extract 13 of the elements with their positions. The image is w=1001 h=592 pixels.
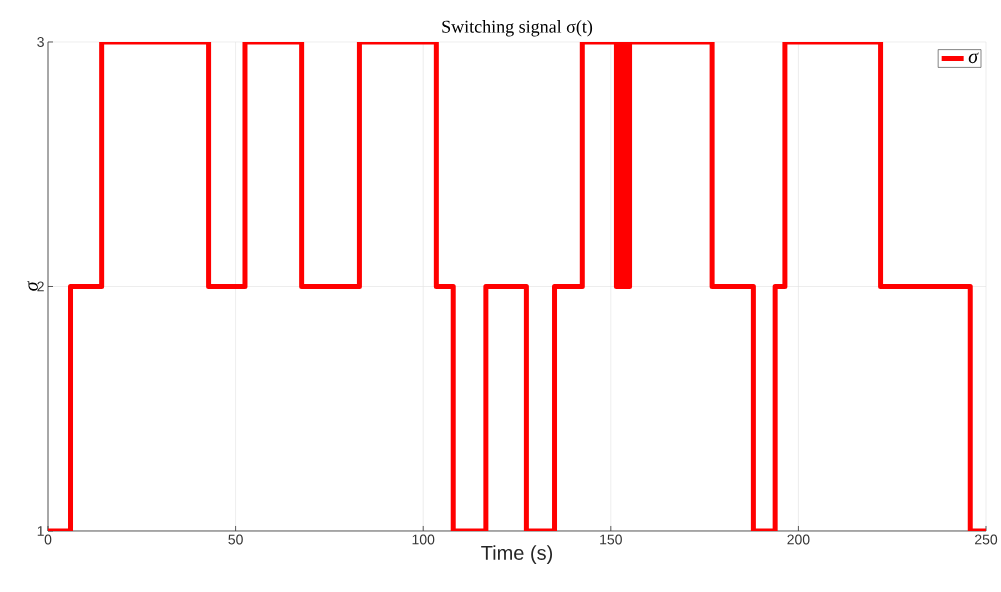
x-tick-label: 0 [44,534,52,545]
y-tick-label: 3 [37,37,44,47]
chart-title: Switching signal σ(t) [442,20,593,37]
y-tick-label: 2 [37,281,44,292]
x-tick-label: 200 [787,534,810,545]
legend-label: σ [968,52,979,64]
x-tick-label: 250 [975,534,998,545]
y-axis-title: σ [27,280,38,291]
x-tick-label: 50 [228,534,243,545]
x-axis-title: Time (s) [481,545,553,564]
x-tick-label: 150 [600,534,622,545]
y-tick-label: 1 [37,526,44,536]
x-tick-label: 100 [412,534,435,545]
